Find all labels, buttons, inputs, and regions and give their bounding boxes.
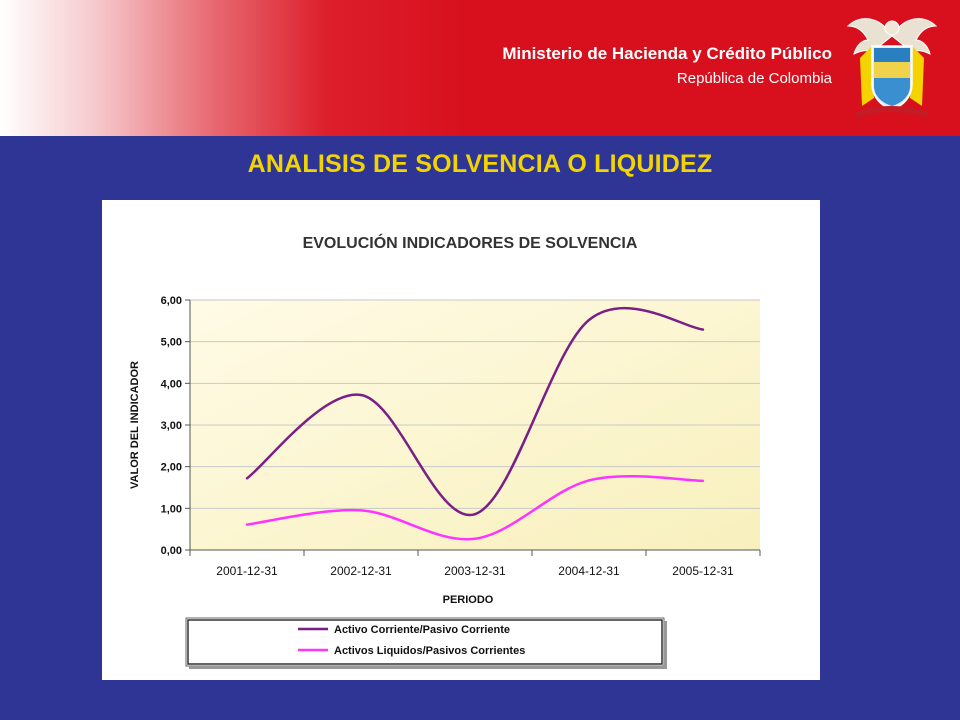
x-tick-label: 2002-12-31 xyxy=(330,564,392,578)
data-point xyxy=(245,477,249,480)
colombia-coat-of-arms-icon xyxy=(846,18,938,118)
data-point xyxy=(701,479,705,483)
y-tick-label: 4,00 xyxy=(161,378,182,390)
x-tick-labels: 2001-12-31 2002-12-31 2003-12-31 2004-12-31… xyxy=(216,564,734,578)
legend-label-1: Activo Corriente/Pasivo Corriente xyxy=(334,624,510,636)
data-point xyxy=(587,318,591,322)
y-tick-label: 5,00 xyxy=(161,337,182,349)
data-point xyxy=(473,512,477,516)
y-tick-label: 2,00 xyxy=(161,462,182,474)
slide-title: ANALISIS DE SOLVENCIA O LIQUIDEZ xyxy=(247,150,713,178)
axes xyxy=(189,300,761,556)
x-tick-label: 2005-12-31 xyxy=(672,564,734,578)
x-tick-label: 2003-12-31 xyxy=(444,564,506,578)
y-tick-label: 3,00 xyxy=(161,420,182,432)
data-point xyxy=(587,479,591,482)
y-tick-label: 6,00 xyxy=(161,295,182,307)
chart-title: EVOLUCIÓN INDICADORES DE SOLVENCIA xyxy=(303,233,638,252)
y-axis-label: VALOR DEL INDICADOR xyxy=(129,361,141,489)
header-banner: Ministerio de Hacienda y Crédito Público… xyxy=(0,0,960,136)
y-tick-label: 1,00 xyxy=(161,503,182,515)
republic-name: República de Colombia xyxy=(676,70,832,87)
y-tick-labels: 0,00 1,00 2,00 3,00 4,00 5,00 6,00 xyxy=(161,295,182,557)
solvency-line-chart: EVOLUCIÓN INDICADORES DE SOLVENCIA 0,00 1… xyxy=(129,233,761,669)
y-tick-label: 0,00 xyxy=(161,545,182,557)
x-axis-label: PERIODO xyxy=(443,594,494,606)
x-tick-label: 2001-12-31 xyxy=(216,564,278,578)
data-point xyxy=(359,509,363,512)
chart-panel: EVOLUCIÓN INDICADORES DE SOLVENCIA 0,00 1… xyxy=(102,200,820,680)
data-point xyxy=(701,328,705,331)
data-point xyxy=(359,393,363,397)
data-point xyxy=(473,537,477,540)
x-tick-label: 2004-12-31 xyxy=(558,564,620,578)
series-lines xyxy=(245,307,705,541)
legend-label-2: Activos Liquidos/Pasivos Corrientes xyxy=(334,645,525,657)
ministry-name: Ministerio de Hacienda y Crédito Público xyxy=(502,44,832,63)
legend-entries: Activo Corriente/Pasivo Corriente Activos… xyxy=(298,624,525,657)
grid-lines xyxy=(185,299,760,551)
data-point xyxy=(245,523,249,526)
